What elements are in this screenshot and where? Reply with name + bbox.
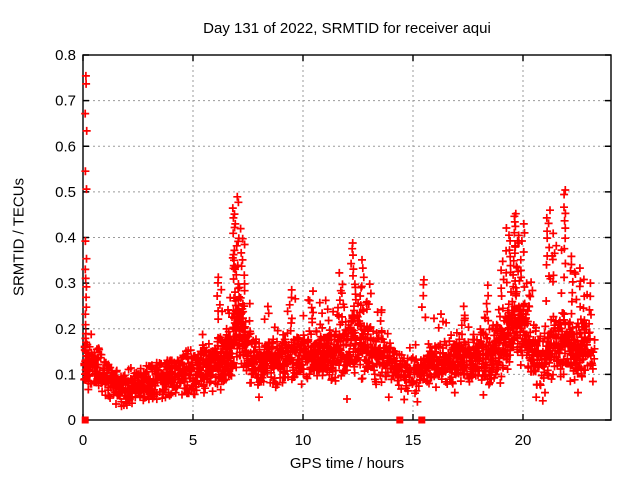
chart-title: Day 131 of 2022, SRMTID for receiver aqu… (203, 20, 491, 37)
y-tick-label: 0.6 (55, 138, 76, 155)
x-tick-label: 10 (295, 432, 312, 449)
x-tick-label: 15 (405, 432, 422, 449)
data-points-plus (80, 71, 599, 411)
zero-square-marker (396, 416, 404, 424)
x-axis-label: GPS time / hours (289, 455, 405, 472)
zero-square-marker (418, 416, 426, 424)
x-tick-label: 5 (189, 432, 197, 449)
y-tick-label: 0.7 (55, 93, 76, 110)
y-tick-label: 0.1 (55, 366, 76, 383)
y-tick-label: 0.5 (55, 184, 76, 201)
y-tick-label: 0.4 (55, 230, 76, 247)
y-tick-label: 0.8 (55, 47, 76, 64)
x-tick-label: 20 (515, 432, 532, 449)
y-tick-label: 0.2 (55, 321, 76, 338)
y-tick-label: 0.3 (55, 275, 76, 292)
y-tick-label: 0 (68, 412, 76, 429)
x-tick-label: 0 (79, 432, 87, 449)
plot-border (82, 54, 612, 421)
zero-square-marker (81, 416, 89, 424)
grid-lines (83, 55, 611, 420)
